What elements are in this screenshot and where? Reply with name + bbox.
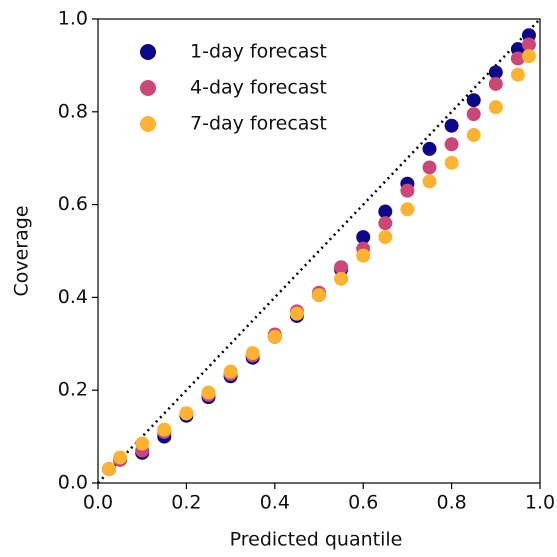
- legend-marker: [140, 80, 156, 96]
- x-tick-label: 0.0: [83, 492, 113, 514]
- point: [378, 230, 393, 245]
- point: [334, 271, 349, 286]
- x-tick-label: 0.6: [348, 492, 378, 514]
- y-tick-label: 1.0: [58, 8, 88, 30]
- legend-label: 1-day forecast: [190, 41, 327, 63]
- reference-diagonal: [97, 18, 541, 484]
- point: [378, 204, 393, 219]
- point: [201, 385, 216, 400]
- point: [488, 65, 503, 80]
- point: [510, 67, 525, 82]
- point: [223, 364, 238, 379]
- legend-marker: [140, 44, 156, 60]
- y-tick-label: 0.8: [58, 100, 88, 122]
- y-axis-label: Coverage: [11, 205, 33, 296]
- point: [113, 450, 128, 465]
- point: [356, 248, 371, 263]
- point: [312, 288, 326, 303]
- point: [521, 49, 536, 64]
- point: [400, 202, 415, 217]
- point: [157, 422, 172, 437]
- point: [444, 155, 459, 170]
- point: [245, 346, 260, 361]
- point: [466, 128, 481, 142]
- x-tick-label: 0.8: [436, 492, 466, 514]
- point: [334, 260, 349, 275]
- point: [422, 141, 437, 156]
- x-tick-label: 0.2: [171, 492, 201, 514]
- point: [422, 160, 437, 175]
- point: [488, 76, 503, 91]
- legend-marker: [140, 116, 156, 132]
- point: [267, 329, 282, 344]
- y-tick-label: 0.2: [58, 379, 88, 401]
- plot-frame: [97, 18, 541, 484]
- point: [466, 107, 481, 122]
- point: [179, 406, 194, 421]
- point: [466, 93, 481, 108]
- legend-label: 7-day forecast: [190, 113, 327, 135]
- point: [521, 37, 536, 52]
- point: [400, 183, 415, 198]
- point: [135, 436, 150, 451]
- point: [102, 462, 117, 477]
- point: [378, 216, 393, 231]
- point: [488, 100, 503, 115]
- y-tick-label: 0.6: [58, 193, 88, 215]
- y-tick-label: 0.4: [58, 286, 88, 308]
- x-tick-label: 0.4: [260, 492, 290, 514]
- point: [444, 118, 459, 133]
- x-tick-label: 1.0: [525, 492, 555, 514]
- point: [510, 51, 525, 66]
- point: [356, 230, 371, 245]
- point: [422, 174, 437, 189]
- point: [289, 306, 304, 321]
- point: [444, 137, 459, 152]
- y-tick-label: 0.0: [58, 472, 88, 494]
- legend-label: 4-day forecast: [190, 77, 327, 99]
- x-axis-label: Predicted quantile: [230, 529, 403, 551]
